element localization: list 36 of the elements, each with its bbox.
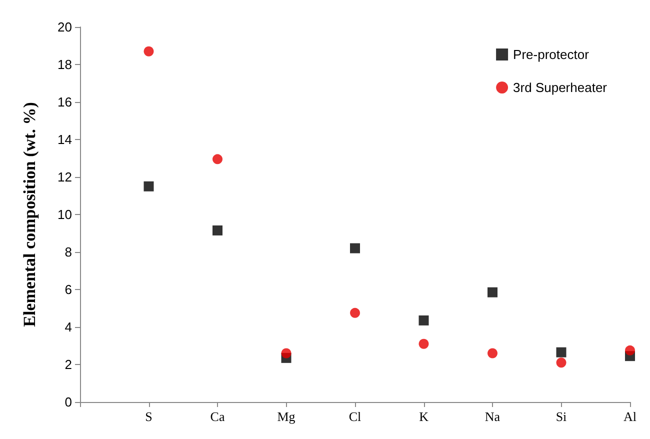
y-tick-label: 14 <box>58 132 72 147</box>
point <box>350 243 360 254</box>
y-tick-label: 4 <box>64 320 72 334</box>
point <box>556 347 566 358</box>
point <box>212 225 222 236</box>
legend-label: 3rd Superheater <box>513 80 608 95</box>
point <box>488 348 498 358</box>
y-tick-label: 10 <box>58 207 72 222</box>
point <box>418 338 429 349</box>
y-tick-label: 12 <box>58 170 72 184</box>
point <box>556 358 566 368</box>
x-tick-label: Si <box>556 409 568 424</box>
point <box>350 308 360 318</box>
x-tick-label: Na <box>484 409 500 424</box>
y-tick-label: 20 <box>58 20 72 34</box>
legend-label: Pre-protector <box>513 47 590 62</box>
y-axis-title: Elemental composition (wt. %) <box>20 102 39 327</box>
y-tick-label: 0 <box>64 394 72 410</box>
y-tick-label: 18 <box>58 57 72 72</box>
y-tick-label: 2 <box>64 357 72 372</box>
point <box>625 345 635 356</box>
x-tick-label: Al <box>624 409 637 424</box>
x-tick-label: S <box>145 409 152 424</box>
y-tick-label: 6 <box>64 282 72 297</box>
x-tick-label: Mg <box>277 409 296 424</box>
point <box>281 348 292 358</box>
point <box>418 315 429 326</box>
y-tick-label: 16 <box>58 94 72 110</box>
x-tick-label: Cl <box>348 409 362 424</box>
point <box>144 181 154 192</box>
x-tick-label: Ca <box>210 409 225 424</box>
point <box>488 287 498 298</box>
point <box>144 46 154 56</box>
y-tick-label: 8 <box>64 244 72 260</box>
x-tick-label: K <box>419 409 430 424</box>
point <box>212 154 222 164</box>
